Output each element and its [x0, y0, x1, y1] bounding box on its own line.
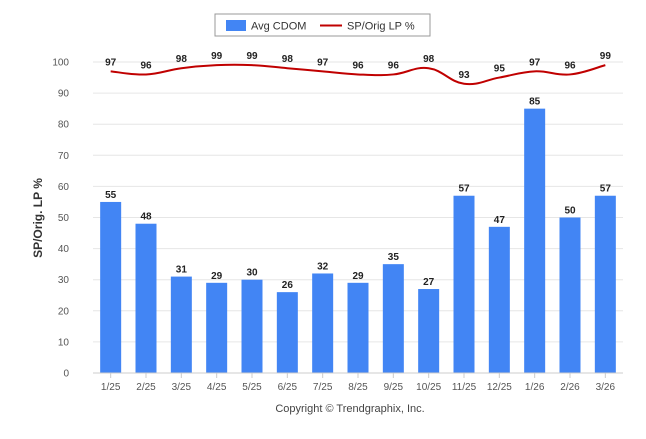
- x-tick-label: 1/26: [525, 382, 545, 393]
- bar: [206, 282, 228, 373]
- line-value-label: 99: [600, 51, 612, 62]
- y-axis-label: SP/Orig. LP %: [31, 178, 45, 258]
- legend: Avg CDOM SP/Orig LP %: [214, 13, 431, 37]
- bar-value-label: 27: [423, 277, 435, 288]
- y-tick-label: 10: [58, 337, 70, 348]
- x-tick-label: 9/25: [384, 382, 404, 393]
- x-tick-label: 7/25: [313, 382, 333, 393]
- bar: [276, 292, 298, 373]
- bar-value-label: 31: [176, 265, 188, 276]
- bar-value-label: 35: [388, 252, 400, 263]
- bar: [170, 276, 192, 373]
- line-value-label: 93: [458, 70, 470, 81]
- data-labels: 55 48 31 29 30 26 32 29 35 27 57 47 85 50 57 97 96 98 99 99…: [105, 51, 611, 291]
- copyright-footer: Copyright © Trendgraphix, Inc.: [275, 403, 424, 415]
- x-tick-label: 12/25: [487, 382, 512, 393]
- x-tick-label: 2/25: [136, 382, 156, 393]
- bar-value-label: 29: [211, 271, 223, 282]
- bar-value-label: 85: [529, 97, 541, 108]
- y-tick-label: 70: [58, 151, 70, 162]
- bar: [241, 279, 263, 373]
- line-value-label: 98: [282, 54, 294, 65]
- line-value-label: 96: [140, 60, 152, 71]
- y-tick-label: 60: [58, 182, 70, 193]
- bar: [453, 195, 475, 373]
- bar-value-label: 55: [105, 190, 117, 201]
- bar: [347, 282, 369, 373]
- line-value-label: 97: [317, 57, 329, 68]
- bar-value-label: 29: [352, 271, 364, 282]
- bar-value-label: 57: [600, 184, 612, 195]
- line-value-label: 96: [564, 60, 576, 71]
- y-tick-label: 40: [58, 244, 70, 255]
- bar-value-label: 48: [140, 212, 152, 223]
- line-sp-orig-lp: [110, 63, 606, 86]
- bar-value-label: 50: [564, 206, 576, 217]
- x-tick-label: 6/25: [278, 382, 298, 393]
- y-tick-label: 0: [63, 369, 69, 380]
- x-tick-label: 1/25: [101, 382, 121, 393]
- bar-value-label: 47: [494, 215, 506, 226]
- bar: [312, 273, 334, 373]
- line-value-label: 99: [246, 51, 258, 62]
- axes: 0 10 20 30 40 50 60 70 80 90 100 1/25 2/25 3/25 4/25 5/…: [52, 58, 623, 393]
- bar: [135, 223, 157, 373]
- line-value-label: 97: [105, 57, 117, 68]
- y-tick-label: 50: [58, 213, 70, 224]
- bar-value-label: 30: [246, 268, 258, 279]
- line-value-label: 99: [211, 51, 223, 62]
- x-tick-label: 4/25: [207, 382, 227, 393]
- line-value-label: 98: [423, 54, 435, 65]
- y-tick-label: 30: [58, 275, 70, 286]
- x-tick-label: 3/26: [596, 382, 616, 393]
- line-value-label: 96: [352, 60, 364, 71]
- bar-value-label: 32: [317, 261, 329, 272]
- x-tick-label: 5/25: [242, 382, 262, 393]
- bar-value-label: 26: [282, 280, 294, 291]
- line-value-label: 96: [388, 60, 400, 71]
- legend-label-sp-orig-lp: SP/Orig LP %: [347, 21, 415, 33]
- line-value-label: 95: [494, 64, 506, 75]
- legend-label-avg-cdom: Avg CDOM: [251, 21, 306, 33]
- y-tick-label: 80: [58, 120, 70, 131]
- x-tick-label: 8/25: [348, 382, 368, 393]
- bar: [594, 195, 616, 373]
- bar: [559, 217, 581, 373]
- x-tick-label: 2/26: [560, 382, 580, 393]
- x-tick-label: 10/25: [416, 382, 441, 393]
- bar-value-label: 57: [458, 184, 470, 195]
- line-series: [110, 63, 606, 86]
- bar: [488, 226, 510, 373]
- bar: [100, 201, 122, 373]
- line-value-label: 98: [176, 54, 188, 65]
- legend-swatch-avg-cdom: [226, 20, 246, 31]
- y-tick-label: 20: [58, 306, 70, 317]
- line-value-label: 97: [529, 57, 541, 68]
- x-tick-label: 3/25: [172, 382, 192, 393]
- bar: [382, 264, 404, 373]
- bar: [418, 289, 440, 373]
- bar-series: [100, 108, 616, 374]
- y-tick-label: 90: [58, 89, 70, 100]
- y-tick-label: 100: [52, 58, 69, 69]
- bar: [524, 108, 546, 374]
- x-tick-label: 11/25: [452, 382, 477, 393]
